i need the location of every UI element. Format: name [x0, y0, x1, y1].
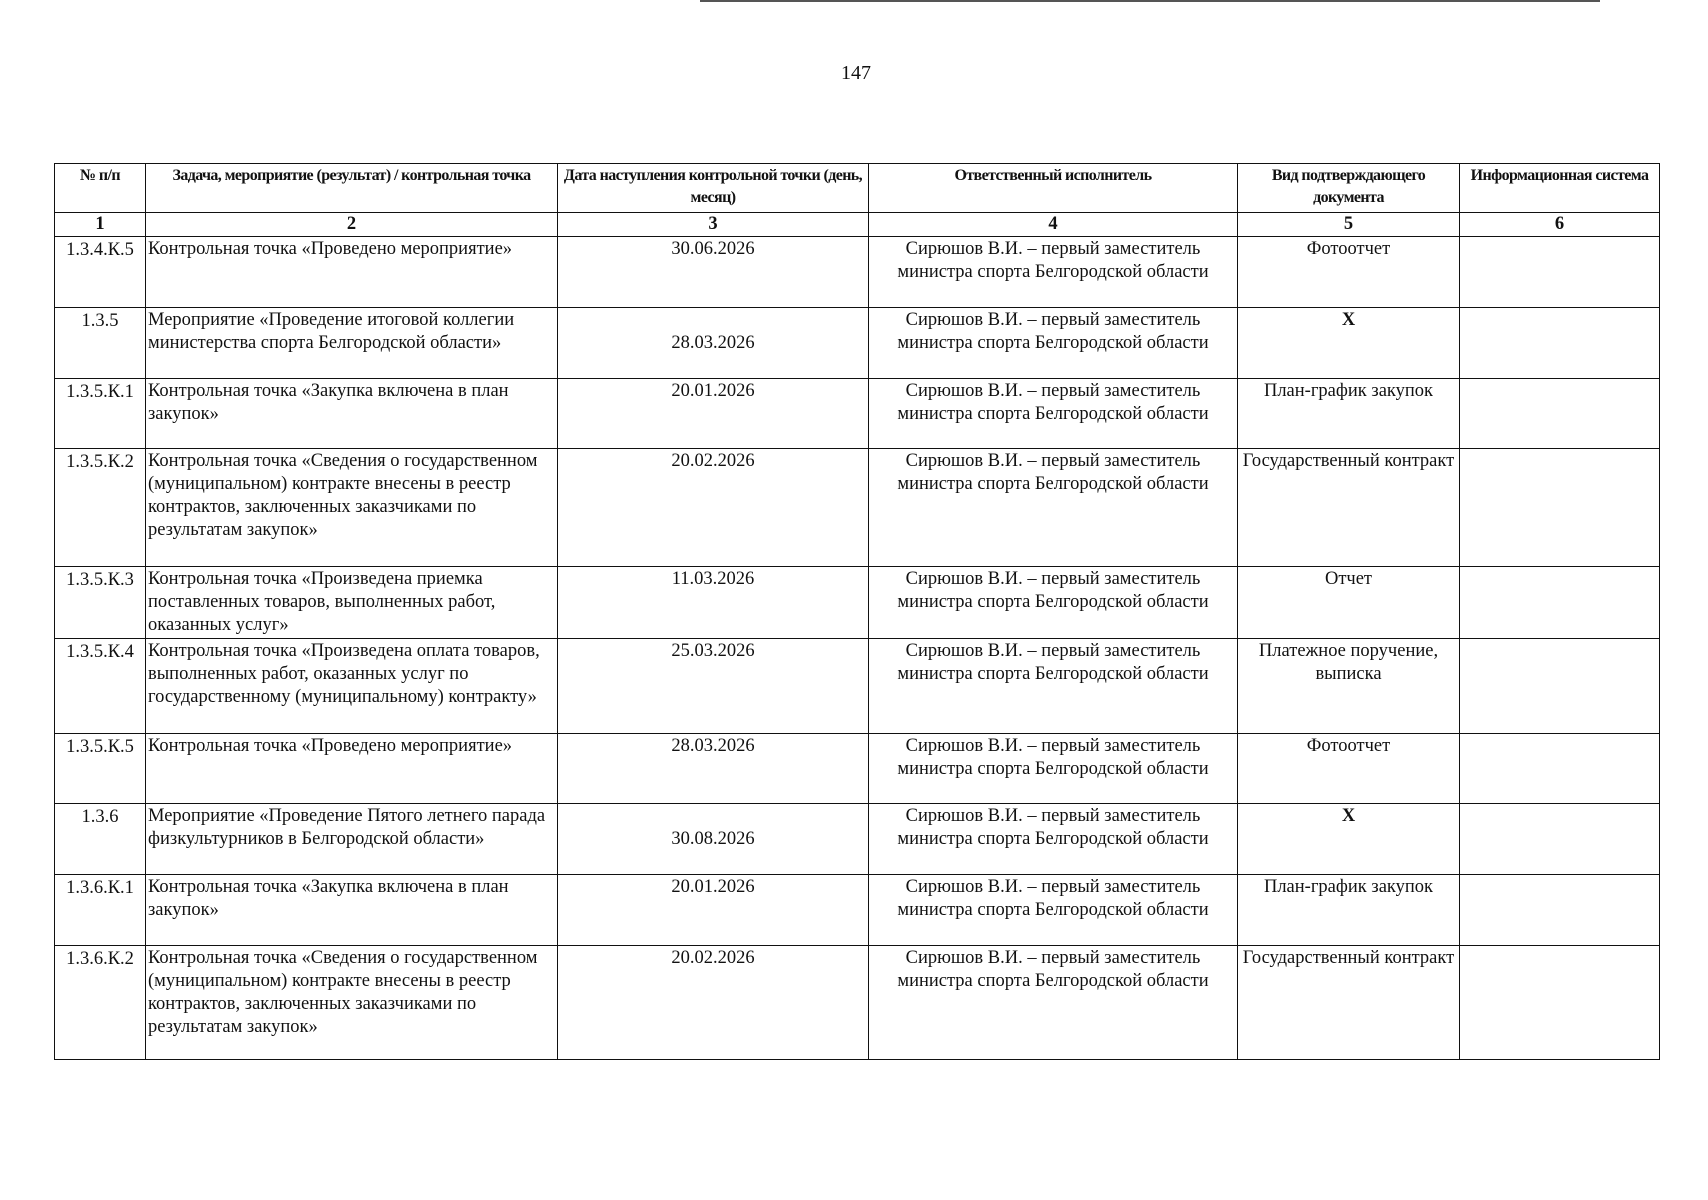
document-cell: Отчет	[1237, 566, 1460, 639]
scan-edge-line	[700, 0, 1600, 2]
column-number: 3	[557, 212, 869, 237]
responsible-cell: Сирюшов В.И. – первый заместитель минист…	[868, 566, 1238, 639]
responsible-cell: Сирюшов В.И. – первый заместитель минист…	[868, 803, 1238, 875]
table-row: 1.3.5 Мероприятие «Проведение итоговой ко…	[54, 307, 1660, 379]
date-cell: 11.03.2026	[557, 566, 869, 639]
row-number: 1.3.5.К.3	[54, 566, 146, 639]
row-number: 1.3.6	[54, 803, 146, 875]
task-cell: Контрольная точка «Сведения о государств…	[145, 448, 558, 567]
table-row: 1.3.5.К.4 Контрольная точка «Произведена …	[54, 638, 1660, 734]
row-number: 1.3.5.К.5	[54, 733, 146, 804]
column-number: 5	[1237, 212, 1460, 237]
responsible-cell: Сирюшов В.И. – первый заместитель минист…	[868, 638, 1238, 734]
document-cell: Х	[1237, 307, 1460, 379]
date-cell: 20.01.2026	[557, 874, 869, 946]
responsible-cell: Сирюшов В.И. – первый заместитель минист…	[868, 307, 1238, 379]
header-document: Вид подтверждающего документа	[1237, 163, 1460, 213]
row-number: 1.3.5.К.2	[54, 448, 146, 567]
row-number: 1.3.5.К.1	[54, 378, 146, 449]
table-row: 1.3.5.К.1 Контрольная точка «Закупка вклю…	[54, 378, 1660, 449]
column-number: 1	[54, 212, 146, 237]
system-cell	[1459, 448, 1660, 567]
responsible-cell: Сирюшов В.И. – первый заместитель минист…	[868, 448, 1238, 567]
header-system: Информационная система	[1459, 163, 1660, 213]
responsible-cell: Сирюшов В.И. – первый заместитель минист…	[868, 733, 1238, 804]
column-number: 2	[145, 212, 558, 237]
table-row: 1.3.4.К.5 Контрольная точка «Проведено ме…	[54, 236, 1660, 308]
column-numbers-row: 1 2 3 4 5 6	[54, 212, 1660, 237]
row-number: 1.3.6.К.1	[54, 874, 146, 946]
row-number: 1.3.5.К.4	[54, 638, 146, 734]
table-row: 1.3.5.К.5 Контрольная точка «Проведено ме…	[54, 733, 1660, 804]
date-cell: 20.02.2026	[557, 945, 869, 1060]
task-cell: Контрольная точка «Произведена оплата то…	[145, 638, 558, 734]
date-cell: 25.03.2026	[557, 638, 869, 734]
task-cell: Мероприятие «Проведение Пятого летнего п…	[145, 803, 558, 875]
page-number: 147	[841, 62, 871, 84]
document-cell: Х	[1237, 803, 1460, 875]
header-date: Дата наступления контрольной точки (день…	[557, 163, 869, 213]
column-number: 6	[1459, 212, 1660, 237]
document-cell: План-график закупок	[1237, 874, 1460, 946]
header-responsible: Ответственный исполнитель	[868, 163, 1238, 213]
document-cell: Государственный контракт	[1237, 945, 1460, 1060]
system-cell	[1459, 945, 1660, 1060]
system-cell	[1459, 874, 1660, 946]
table-row: 1.3.6.К.2 Контрольная точка «Сведения о г…	[54, 945, 1660, 1060]
date-cell: 28.03.2026	[557, 307, 869, 379]
document-cell: Фотоотчет	[1237, 733, 1460, 804]
system-cell	[1459, 236, 1660, 308]
responsible-cell: Сирюшов В.И. – первый заместитель минист…	[868, 236, 1238, 308]
row-number: 1.3.5	[54, 307, 146, 379]
responsible-cell: Сирюшов В.И. – первый заместитель минист…	[868, 945, 1238, 1060]
document-cell: Государственный контракт	[1237, 448, 1460, 567]
system-cell	[1459, 378, 1660, 449]
header-num: № п/п	[54, 163, 146, 213]
control-points-table: № п/п Задача, мероприятие (результат) / …	[54, 163, 1660, 1060]
document-cell: Фотоотчет	[1237, 236, 1460, 308]
task-cell: Контрольная точка «Проведено мероприятие…	[145, 733, 558, 804]
system-cell	[1459, 307, 1660, 379]
system-cell	[1459, 733, 1660, 804]
table-row: 1.3.5.К.3 Контрольная точка «Произведена …	[54, 566, 1660, 639]
table-row: 1.3.5.К.2 Контрольная точка «Сведения о г…	[54, 448, 1660, 567]
table-row: 1.3.6 Мероприятие «Проведение Пятого летн…	[54, 803, 1660, 875]
system-cell	[1459, 803, 1660, 875]
task-cell: Контрольная точка «Закупка включена в пл…	[145, 874, 558, 946]
date-cell: 28.03.2026	[557, 733, 869, 804]
header-task: Задача, мероприятие (результат) / контро…	[145, 163, 558, 213]
system-cell	[1459, 638, 1660, 734]
date-cell: 30.06.2026	[557, 236, 869, 308]
task-cell: Контрольная точка «Проведено мероприятие…	[145, 236, 558, 308]
header-row: № п/п Задача, мероприятие (результат) / …	[54, 163, 1660, 213]
row-number: 1.3.4.К.5	[54, 236, 146, 308]
column-number: 4	[868, 212, 1238, 237]
row-number: 1.3.6.К.2	[54, 945, 146, 1060]
task-cell: Контрольная точка «Сведения о государств…	[145, 945, 558, 1060]
document-cell: Платежное поручение, выписка	[1237, 638, 1460, 734]
system-cell	[1459, 566, 1660, 639]
task-cell: Контрольная точка «Закупка включена в пл…	[145, 378, 558, 449]
responsible-cell: Сирюшов В.И. – первый заместитель минист…	[868, 378, 1238, 449]
date-cell: 20.02.2026	[557, 448, 869, 567]
task-cell: Мероприятие «Проведение итоговой коллеги…	[145, 307, 558, 379]
task-cell: Контрольная точка «Произведена приемка п…	[145, 566, 558, 639]
date-cell: 20.01.2026	[557, 378, 869, 449]
document-cell: План-график закупок	[1237, 378, 1460, 449]
responsible-cell: Сирюшов В.И. – первый заместитель минист…	[868, 874, 1238, 946]
date-cell: 30.08.2026	[557, 803, 869, 875]
table-row: 1.3.6.К.1 Контрольная точка «Закупка вклю…	[54, 874, 1660, 946]
